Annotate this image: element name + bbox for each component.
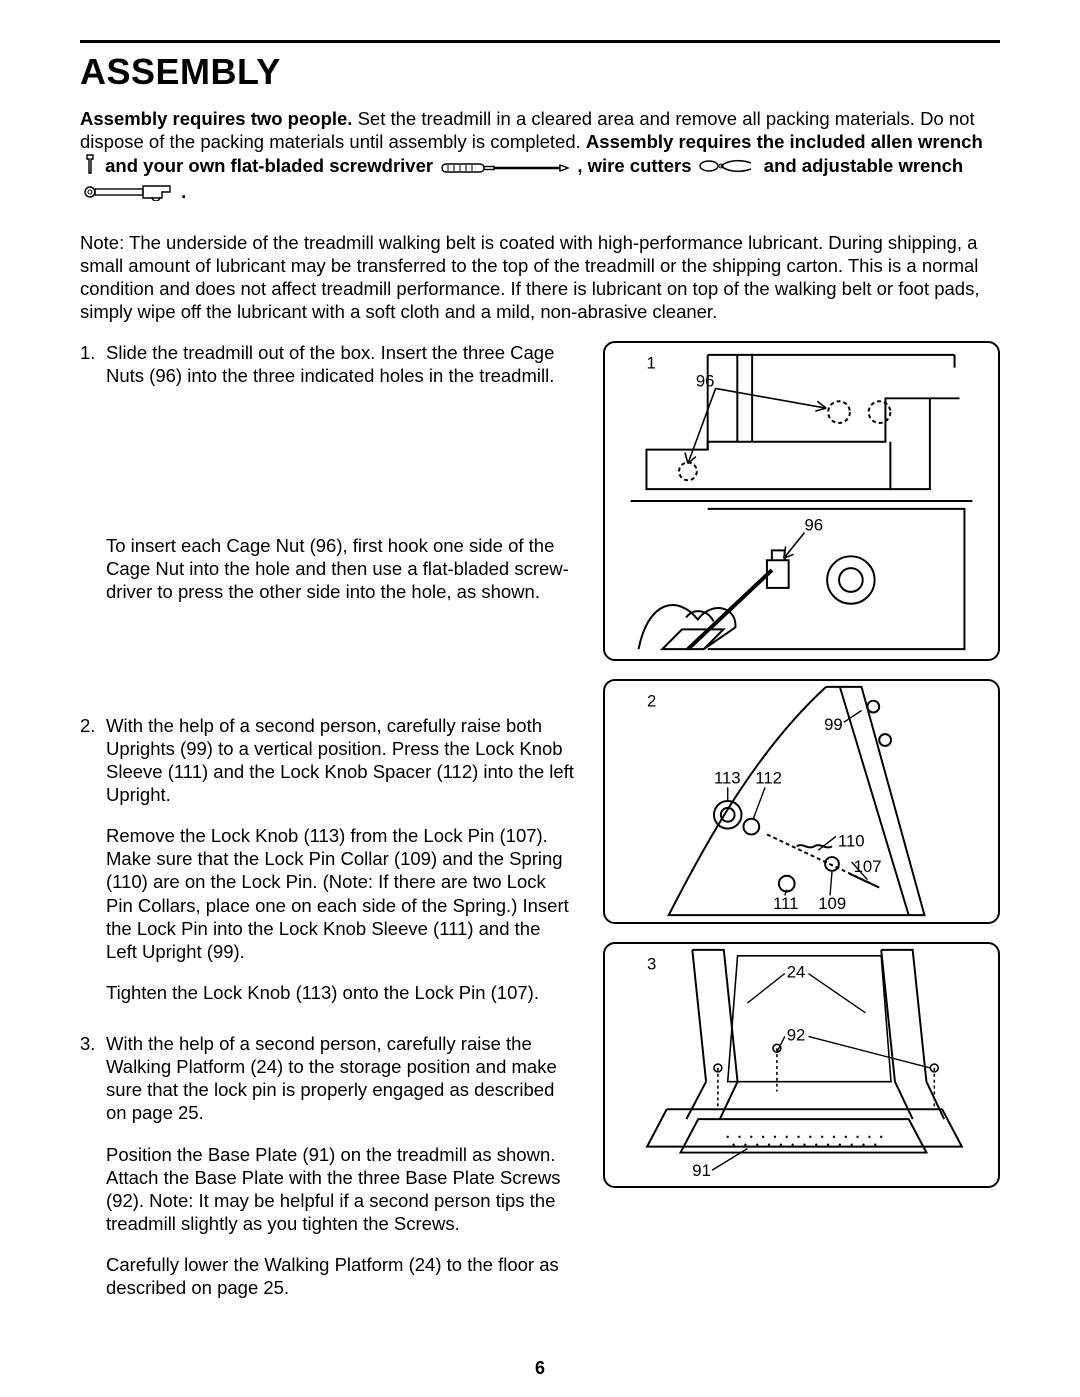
intro-bold-1: Assembly requires two people. — [80, 108, 352, 129]
allen-wrench-icon — [82, 153, 98, 180]
lubricant-note: Note: The underside of the treadmill wal… — [80, 231, 1000, 324]
panel3-callout-91: 91 — [692, 1161, 711, 1180]
step-2-p3: Tighten the Lock Knob (113) onto the Loc… — [106, 981, 575, 1004]
panel2-callout-112: 112 — [755, 768, 782, 787]
intro-bold-4: , wire cutters — [577, 155, 691, 176]
figure-panel-2: 2 99 113 112 110 107 111 109 — [603, 679, 1000, 924]
panel2-callout-107: 107 — [854, 857, 882, 876]
steps-column: 1. Slide the treadmill out of the box. I… — [80, 341, 575, 1317]
step-2: 2. With the help of a second person, car… — [80, 714, 575, 1022]
step-2-p1: With the help of a second person, carefu… — [106, 714, 575, 807]
figure-2-svg: 2 99 113 112 110 107 111 109 — [605, 681, 998, 922]
step-number-2: 2. — [80, 714, 106, 1022]
intro-bold-2: Assembly requires the included allen wre… — [586, 131, 983, 152]
adjustable-wrench-icon — [82, 183, 174, 206]
step-3: 3. With the help of a second person, car… — [80, 1032, 575, 1317]
step-2-p2: Remove the Lock Knob (113) from the Lock… — [106, 824, 575, 963]
panel2-step-label: 2 — [647, 692, 656, 711]
step-1: 1. Slide the treadmill out of the box. I… — [80, 341, 575, 405]
manual-page: ASSEMBLY Assembly requires two people. S… — [0, 0, 1080, 1397]
intro-period: . — [181, 181, 186, 202]
panel2-callout-110: 110 — [838, 831, 865, 850]
panel1-step-label: 1 — [646, 354, 655, 373]
panel3-step-label: 3 — [647, 955, 656, 974]
intro-bold-3: and your own flat-bladed screwdriver — [105, 155, 433, 176]
panel2-callout-113: 113 — [714, 768, 741, 787]
wire-cutters-icon — [699, 157, 757, 180]
spacer — [80, 622, 575, 714]
figures-column: 1 96 — [603, 341, 1000, 1317]
page-title: ASSEMBLY — [80, 51, 1000, 93]
spacer — [80, 405, 575, 515]
step-number-1: 1. — [80, 341, 106, 405]
panel1-callout-96-lower: 96 — [804, 516, 823, 535]
two-column-layout: 1. Slide the treadmill out of the box. I… — [80, 341, 1000, 1317]
panel3-callout-92: 92 — [787, 1025, 806, 1044]
panel1-callout-96-upper: 96 — [696, 371, 715, 390]
figure-1-svg: 1 96 — [605, 343, 998, 659]
intro-paragraph: Assembly requires two people. Set the tr… — [80, 107, 1000, 207]
step-number-3: 3. — [80, 1032, 106, 1317]
panel2-callout-99: 99 — [824, 715, 843, 734]
figure-panel-3: 3 24 92 91 — [603, 942, 1000, 1188]
figure-3-svg: 3 24 92 91 — [605, 944, 998, 1186]
spacer — [80, 1022, 575, 1032]
figure-panel-1: 1 96 — [603, 341, 1000, 661]
panel2-callout-111: 111 — [773, 894, 798, 913]
panel2-callout-109: 109 — [818, 894, 846, 913]
flat-screwdriver-icon — [440, 157, 570, 180]
step-3-p1: With the help of a second person, carefu… — [106, 1032, 575, 1125]
page-number: 6 — [0, 1358, 1080, 1379]
panel3-callout-24: 24 — [787, 962, 806, 981]
step-3-p3: Carefully lower the Walking Platform (24… — [106, 1253, 575, 1299]
intro-bold-5: and adjustable wrench — [764, 155, 963, 176]
step-1-p1: Slide the treadmill out of the box. Inse… — [106, 341, 575, 387]
step-3-p2: Position the Base Plate (91) on the trea… — [106, 1143, 575, 1236]
top-rule — [80, 40, 1000, 43]
step-1-p2: To insert each Cage Nut (96), first hook… — [106, 534, 575, 603]
